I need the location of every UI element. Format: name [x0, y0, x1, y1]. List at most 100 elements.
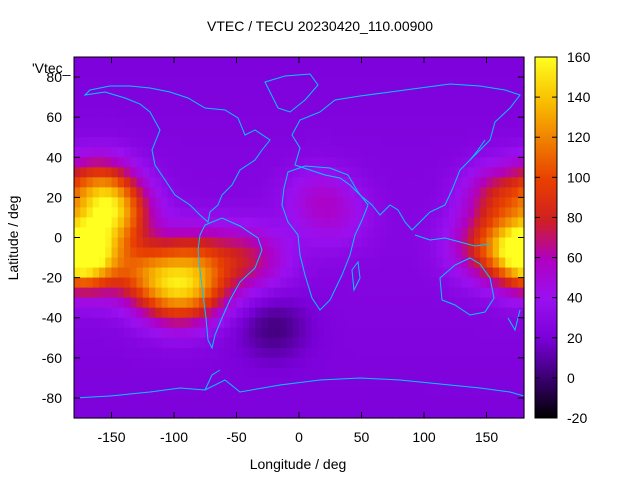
- heatmap-cell: [424, 217, 431, 229]
- heatmap-cell: [255, 57, 263, 68]
- heatmap-cell: [299, 57, 306, 68]
- heatmap-cell: [80, 407, 88, 419]
- heatmap-cell: [417, 87, 425, 98]
- heatmap-cell: [242, 227, 250, 239]
- heatmap-cell: [174, 217, 181, 229]
- heatmap-cell: [286, 137, 294, 148]
- heatmap-cell: [105, 257, 113, 269]
- heatmap-cell: [186, 227, 194, 239]
- heatmap-cell: [230, 87, 238, 98]
- heatmap-cell: [424, 107, 431, 118]
- heatmap-cell: [399, 247, 406, 259]
- heatmap-cell: [424, 397, 431, 409]
- heatmap-cell: [255, 97, 263, 108]
- heatmap-cell: [324, 207, 331, 219]
- heatmap-cell: [330, 267, 338, 279]
- heatmap-cell: [405, 407, 413, 419]
- heatmap-cell: [186, 207, 194, 219]
- heatmap-cell: [161, 137, 169, 148]
- heatmap-cell: [367, 237, 375, 249]
- heatmap-cell: [361, 77, 369, 88]
- heatmap-cell: [136, 337, 144, 349]
- heatmap-cell: [380, 377, 388, 389]
- heatmap-cell: [380, 177, 388, 188]
- heatmap-cell: [380, 387, 388, 399]
- heatmap-cell: [392, 287, 400, 299]
- heatmap-cell: [405, 357, 413, 369]
- heatmap-cell: [136, 157, 144, 168]
- heatmap-cell: [92, 287, 100, 299]
- heatmap-cell: [136, 367, 144, 379]
- heatmap-cell: [249, 97, 256, 108]
- heatmap-cell: [224, 327, 231, 339]
- heatmap-cell: [155, 317, 163, 329]
- heatmap-cell: [186, 197, 194, 209]
- heatmap-cell: [374, 307, 381, 319]
- heatmap-cell: [236, 247, 244, 259]
- heatmap-cell: [436, 367, 444, 379]
- heatmap-cell: [111, 347, 119, 359]
- heatmap-cell: [255, 147, 263, 158]
- heatmap-cell: [224, 77, 231, 88]
- heatmap-cell: [449, 327, 456, 339]
- heatmap-cell: [286, 57, 294, 68]
- coastline-new-zealand: [507, 309, 521, 332]
- heatmap-cell: [492, 257, 500, 269]
- heatmap-cell: [249, 377, 256, 389]
- heatmap-cell: [517, 287, 525, 299]
- heatmap-cell: [305, 217, 313, 229]
- heatmap-cell: [367, 327, 375, 339]
- heatmap-cell: [249, 367, 256, 379]
- heatmap-cell: [330, 137, 338, 148]
- heatmap-cell: [142, 227, 150, 239]
- heatmap-cell: [455, 317, 463, 329]
- heatmap-cell: [142, 197, 150, 209]
- heatmap-cell: [299, 407, 306, 419]
- heatmap-cell: [361, 227, 369, 239]
- heatmap-cell: [86, 157, 94, 168]
- heatmap-cell: [367, 207, 375, 219]
- heatmap-cell: [380, 117, 388, 128]
- heatmap-cell: [167, 117, 175, 128]
- heatmap-cell: [111, 397, 119, 409]
- heatmap-cell: [180, 357, 188, 369]
- heatmap-cell: [330, 97, 338, 108]
- heatmap-cell: [155, 337, 163, 349]
- heatmap-cell: [499, 267, 506, 279]
- heatmap-cell: [80, 377, 88, 389]
- heatmap-cell: [130, 407, 138, 419]
- heatmap-cell: [242, 287, 250, 299]
- heatmap-cell: [311, 137, 319, 148]
- heatmap-cell: [361, 97, 369, 108]
- heatmap-cell: [386, 347, 394, 359]
- heatmap-cell: [280, 317, 288, 329]
- heatmap-cell: [330, 327, 338, 339]
- heatmap-cell: [405, 327, 413, 339]
- heatmap-cell: [149, 67, 156, 78]
- heatmap-cell: [505, 157, 513, 168]
- heatmap-cell: [92, 127, 100, 138]
- heatmap-cell: [117, 227, 125, 239]
- heatmap-cell: [349, 247, 356, 259]
- heatmap-cell: [461, 227, 469, 239]
- heatmap-cell: [267, 97, 275, 108]
- heatmap-cell: [111, 127, 119, 138]
- heatmap-cell: [374, 357, 381, 369]
- heatmap-cell: [205, 297, 213, 309]
- heatmap-cell: [486, 137, 494, 148]
- heatmap-cell: [367, 137, 375, 148]
- heatmap-cell: [286, 317, 294, 329]
- heatmap-cell: [211, 97, 219, 108]
- heatmap-cell: [74, 67, 81, 78]
- heatmap-cell: [292, 327, 300, 339]
- heatmap-cell: [155, 237, 163, 249]
- heatmap-cell: [224, 257, 231, 269]
- heatmap-cell: [217, 97, 225, 108]
- heatmap-cell: [199, 227, 206, 239]
- heatmap-cell: [430, 197, 438, 209]
- heatmap-cell: [311, 277, 319, 289]
- heatmap-cell: [180, 227, 188, 239]
- heatmap-cell: [249, 287, 256, 299]
- heatmap-cell: [142, 207, 150, 219]
